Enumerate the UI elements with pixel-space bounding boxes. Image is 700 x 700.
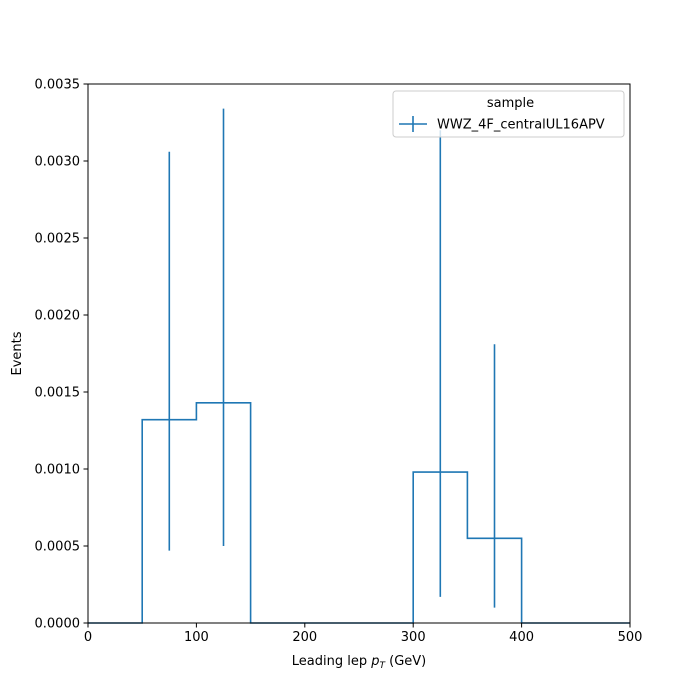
axes-frame (87, 83, 631, 624)
legend-title: sample (487, 96, 534, 111)
axis-labels: Leading lep pT (GeV) Events (10, 331, 426, 671)
x-axis-label-unit: (GeV) (385, 654, 426, 669)
y-axis-label: Events (10, 331, 25, 375)
y-tick-label: 0.0005 (35, 540, 81, 555)
x-tick-label: 0 (84, 630, 92, 645)
y-tick-label: 0.0010 (35, 463, 81, 478)
x-tick-label: 500 (618, 630, 643, 645)
x-tick-label: 200 (292, 630, 317, 645)
axes: 0 100 200 300 400 500 0.0000 0.0005 0.0010 0.0015… (35, 78, 643, 646)
y-tick-label: 0.0035 (35, 78, 81, 93)
legend: sample WWZ_4F_centralUL16APV (392, 90, 625, 138)
legend-entry-label: WWZ_4F_centralUL16APV (437, 118, 605, 133)
x-axis-label-text: Leading lep (292, 654, 371, 669)
x-tick-label: 300 (401, 630, 426, 645)
x-axis-label: Leading lep pT (GeV) (292, 654, 426, 671)
y-tick-label: 0.0030 (35, 155, 81, 170)
y-tick-label: 0.0020 (35, 309, 81, 324)
y-tick-label: 0.0015 (35, 386, 81, 401)
x-axis-label-symbol: p (370, 654, 379, 669)
x-axis-label-subscript: T (379, 661, 386, 671)
x-tick-label: 100 (184, 630, 209, 645)
y-tick-label: 0.0025 (35, 232, 81, 247)
y-tick-label: 0.0000 (35, 617, 81, 632)
legend-box (392, 90, 625, 138)
x-tick-label: 400 (509, 630, 534, 645)
